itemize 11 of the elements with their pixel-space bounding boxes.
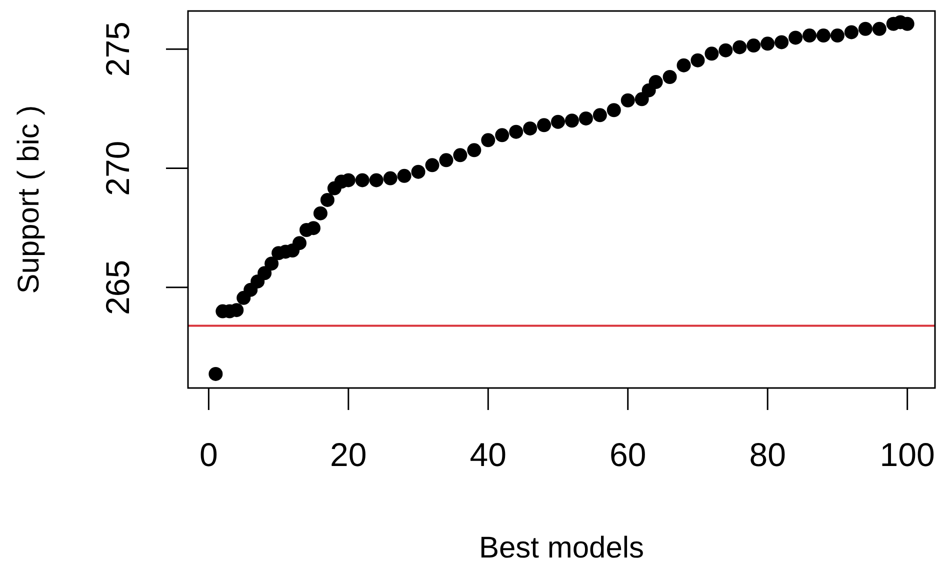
x-tick-label: 0 — [200, 436, 218, 474]
x-axis-title: Best models — [478, 531, 644, 564]
y-tick-label: 265 — [99, 260, 136, 315]
y-tick-label: 270 — [99, 140, 136, 196]
x-tick-label: 100 — [880, 436, 935, 474]
x-tick-label: 20 — [330, 436, 367, 474]
x-tick-label: 80 — [749, 436, 786, 474]
y-tick-label: 275 — [99, 22, 136, 77]
y-axis-title: Support ( bic ) — [12, 105, 46, 294]
x-tick-label: 60 — [610, 436, 646, 474]
x-tick-label: 40 — [470, 436, 506, 474]
